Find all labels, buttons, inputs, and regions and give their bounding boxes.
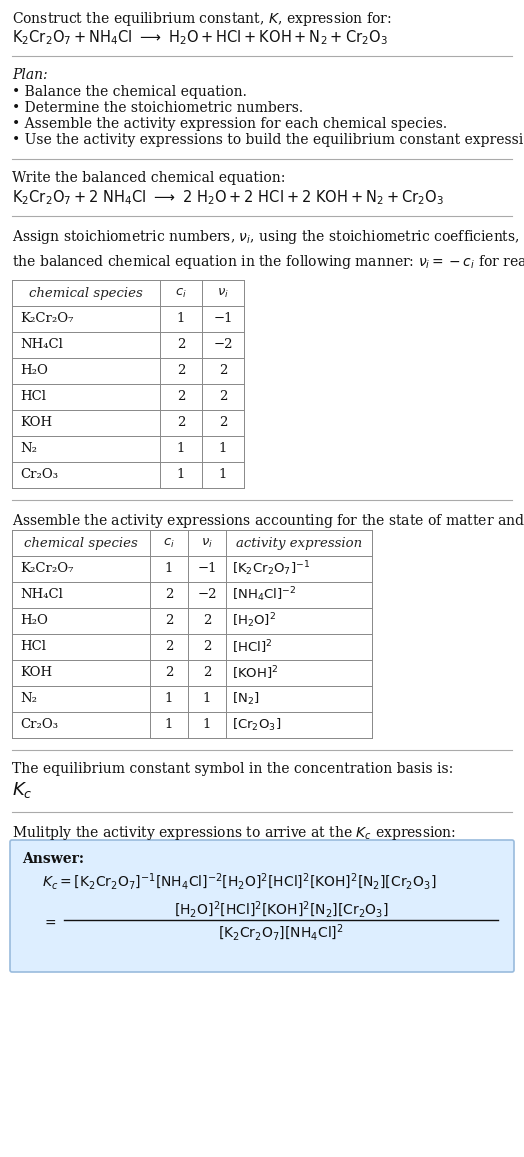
Text: 1: 1	[165, 562, 173, 575]
Text: 2: 2	[165, 641, 173, 654]
Text: Assemble the activity expressions accounting for the state of matter and $\nu_i$: Assemble the activity expressions accoun…	[12, 513, 524, 530]
Text: $\mathrm{K_2Cr_2O_7 + 2\ NH_4Cl\ \longrightarrow\ 2\ H_2O + 2\ HCl + 2\ KOH + N_: $\mathrm{K_2Cr_2O_7 + 2\ NH_4Cl\ \longri…	[12, 187, 444, 207]
Text: HCl: HCl	[20, 641, 46, 654]
Text: $c_i$: $c_i$	[163, 537, 175, 550]
Text: $[\mathrm{Cr_2O_3}]$: $[\mathrm{Cr_2O_3}]$	[232, 717, 281, 734]
Text: • Assemble the activity expression for each chemical species.: • Assemble the activity expression for e…	[12, 117, 447, 131]
Text: H₂O: H₂O	[20, 364, 48, 377]
Text: NH₄Cl: NH₄Cl	[20, 339, 63, 352]
Text: −1: −1	[213, 312, 233, 325]
Text: 1: 1	[165, 693, 173, 706]
Text: Cr₂O₃: Cr₂O₃	[20, 718, 58, 731]
Text: $[\mathrm{K_2Cr_2O_7}]^{-1}$: $[\mathrm{K_2Cr_2O_7}]^{-1}$	[232, 560, 310, 578]
Text: N₂: N₂	[20, 442, 37, 456]
Text: −2: −2	[197, 589, 217, 602]
Text: • Use the activity expressions to build the equilibrium constant expression.: • Use the activity expressions to build …	[12, 133, 524, 147]
FancyBboxPatch shape	[10, 840, 514, 972]
Text: 2: 2	[177, 417, 185, 429]
Text: $\nu_i$: $\nu_i$	[217, 287, 229, 300]
Text: $\mathrm{K_2Cr_2O_7 + NH_4Cl\ \longrightarrow\ H_2O + HCl + KOH + N_2 + Cr_2O_3}: $\mathrm{K_2Cr_2O_7 + NH_4Cl\ \longright…	[12, 28, 388, 46]
Text: 2: 2	[165, 614, 173, 627]
Text: 1: 1	[177, 312, 185, 325]
Text: 2: 2	[165, 589, 173, 602]
Text: $\nu_i$: $\nu_i$	[201, 537, 213, 550]
Text: activity expression: activity expression	[236, 537, 362, 550]
Text: HCl: HCl	[20, 391, 46, 404]
Text: The equilibrium constant symbol in the concentration basis is:: The equilibrium constant symbol in the c…	[12, 762, 453, 776]
Text: 1: 1	[203, 693, 211, 706]
Text: KOH: KOH	[20, 417, 52, 429]
Text: • Balance the chemical equation.: • Balance the chemical equation.	[12, 84, 247, 100]
Text: 1: 1	[219, 469, 227, 481]
Text: • Determine the stoichiometric numbers.: • Determine the stoichiometric numbers.	[12, 101, 303, 115]
Text: $[\mathrm{K_2Cr_2O_7}][\mathrm{NH_4Cl}]^2$: $[\mathrm{K_2Cr_2O_7}][\mathrm{NH_4Cl}]^…	[218, 923, 344, 943]
Text: −2: −2	[213, 339, 233, 352]
Text: Plan:: Plan:	[12, 68, 48, 82]
Text: 1: 1	[219, 442, 227, 456]
Text: 1: 1	[177, 442, 185, 456]
Text: 1: 1	[203, 718, 211, 731]
Text: KOH: KOH	[20, 666, 52, 679]
Text: chemical species: chemical species	[29, 287, 143, 300]
Text: 2: 2	[203, 641, 211, 654]
Text: 1: 1	[177, 469, 185, 481]
Text: NH₄Cl: NH₄Cl	[20, 589, 63, 602]
Text: N₂: N₂	[20, 693, 37, 706]
Text: −1: −1	[197, 562, 217, 575]
Text: $[\mathrm{HCl}]^2$: $[\mathrm{HCl}]^2$	[232, 639, 272, 656]
Text: 1: 1	[165, 718, 173, 731]
Text: K₂Cr₂O₇: K₂Cr₂O₇	[20, 562, 73, 575]
Text: $[\mathrm{H_2O}]^2[\mathrm{HCl}]^2[\mathrm{KOH}]^2[\mathrm{N_2}][\mathrm{Cr_2O_3: $[\mathrm{H_2O}]^2[\mathrm{HCl}]^2[\math…	[174, 900, 388, 921]
Text: $K_c$: $K_c$	[12, 780, 32, 799]
Text: $[\mathrm{N_2}]$: $[\mathrm{N_2}]$	[232, 691, 259, 707]
Text: 2: 2	[203, 666, 211, 679]
Text: 2: 2	[219, 364, 227, 377]
Text: Mulitply the activity expressions to arrive at the $K_c$ expression:: Mulitply the activity expressions to arr…	[12, 824, 456, 842]
Text: $c_i$: $c_i$	[175, 287, 187, 300]
Text: H₂O: H₂O	[20, 614, 48, 627]
Text: chemical species: chemical species	[24, 537, 138, 550]
Text: 2: 2	[165, 666, 173, 679]
Text: Answer:: Answer:	[22, 852, 84, 865]
Text: 2: 2	[177, 364, 185, 377]
Text: Construct the equilibrium constant, $K$, expression for:: Construct the equilibrium constant, $K$,…	[12, 10, 391, 28]
Text: 2: 2	[219, 417, 227, 429]
Text: Assign stoichiometric numbers, $\nu_i$, using the stoichiometric coefficients, $: Assign stoichiometric numbers, $\nu_i$, …	[12, 228, 524, 271]
Text: Cr₂O₃: Cr₂O₃	[20, 469, 58, 481]
Text: 2: 2	[203, 614, 211, 627]
Text: K₂Cr₂O₇: K₂Cr₂O₇	[20, 312, 73, 325]
Text: $[\mathrm{NH_4Cl}]^{-2}$: $[\mathrm{NH_4Cl}]^{-2}$	[232, 585, 296, 604]
Text: $[\mathrm{KOH}]^2$: $[\mathrm{KOH}]^2$	[232, 664, 278, 681]
Text: $=$: $=$	[42, 915, 57, 929]
Text: $[\mathrm{H_2O}]^2$: $[\mathrm{H_2O}]^2$	[232, 612, 276, 631]
Text: 2: 2	[177, 391, 185, 404]
Text: 2: 2	[177, 339, 185, 352]
Text: $K_c = [\mathrm{K_2Cr_2O_7}]^{-1}[\mathrm{NH_4Cl}]^{-2}[\mathrm{H_2O}]^2[\mathrm: $K_c = [\mathrm{K_2Cr_2O_7}]^{-1}[\mathr…	[42, 872, 436, 892]
Text: 2: 2	[219, 391, 227, 404]
Text: Write the balanced chemical equation:: Write the balanced chemical equation:	[12, 171, 286, 185]
